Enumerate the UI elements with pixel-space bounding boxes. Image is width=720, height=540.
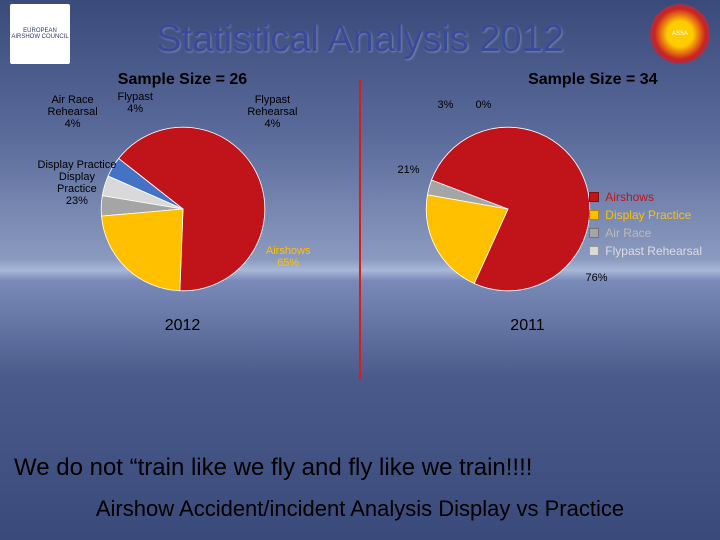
legend-swatch-icon [589, 192, 599, 202]
pie-2012-svg [93, 119, 273, 299]
label-flypast-rehearsal-2012: FlypastRehearsal4% [247, 94, 297, 130]
legend-swatch-icon [589, 228, 599, 238]
legend-label: Airshows [605, 190, 654, 204]
legend-item: Flypast Rehearsal [589, 244, 702, 258]
pie-2011: 3% 0% 21% 76% [418, 119, 598, 299]
label-21pct-2011: 21% [398, 164, 420, 176]
sample-size-2012: Sample Size = 26 [53, 71, 313, 89]
legend-swatch-icon [589, 246, 599, 256]
caption-line-1: We do not “train like we fly and fly lik… [0, 454, 720, 482]
legend-item: Airshows [589, 190, 702, 204]
sample-size-2011: Sample Size = 34 [398, 71, 658, 89]
label-flypast-2012: Flypast4% [118, 91, 153, 115]
logo-right-icon: ASSA [650, 4, 710, 64]
label-3pct-2011: 3% [438, 99, 454, 111]
pie-2012: Airshows65% Display Practice23%DisplayPr… [93, 119, 273, 299]
pie-2011-svg [418, 119, 598, 299]
label-0pct-2011: 0% [476, 99, 492, 111]
year-2012: 2012 [53, 317, 313, 335]
legend-label: Display Practice [605, 208, 691, 222]
label-air-race-2012: Air RaceRehearsal4% [48, 94, 98, 130]
chart-2012: Sample Size = 26 Airshows65% Display Pra… [53, 71, 313, 361]
page-title: Statistical Analysis 2012 [0, 0, 720, 61]
legend-label: Air Race [605, 226, 651, 240]
label-76pct-2011: 76% [585, 272, 607, 284]
legend-label: Flypast Rehearsal [605, 244, 702, 258]
legend: Airshows Display Practice Air Race Flypa… [589, 190, 702, 262]
legend-item: Air Race [589, 226, 702, 240]
label-display-practice-2012: Display Practice23%DisplayPractice23% [38, 159, 117, 207]
caption-line-2: Airshow Accident/incident Analysis Displ… [0, 496, 720, 522]
label-airshows-2012: Airshows65% [266, 245, 311, 269]
legend-item: Display Practice [589, 208, 702, 222]
legend-swatch-icon [589, 210, 599, 220]
logo-left-icon: EUROPEAN AIRSHOW COUNCIL [10, 4, 70, 64]
year-2011: 2011 [398, 317, 658, 335]
